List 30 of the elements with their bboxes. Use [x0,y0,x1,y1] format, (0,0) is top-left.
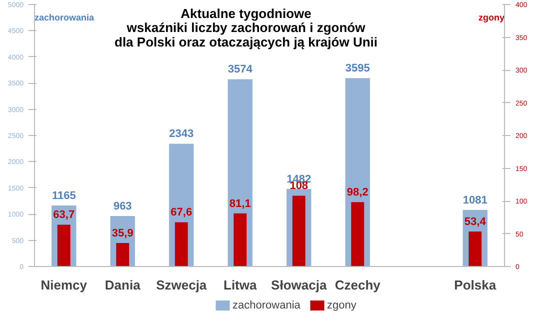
bar [174,222,188,266]
bar [116,242,130,266]
x-tick-label: Szwecja [156,278,208,292]
x-tick-label: Polska [454,278,497,292]
data-label: 3595 [345,62,370,75]
data-label: 53,4 [464,216,487,228]
x-tick-label: Niemcy [40,278,88,292]
bar [234,213,247,266]
y-axis-title: zachorowania [34,12,96,23]
data-label: 1165 [52,190,76,202]
legend-label: zachorowania [232,300,302,312]
data-label: 98,2 [346,186,368,199]
data-label: 1081 [462,194,488,206]
data-label: 3574 [228,64,254,76]
legend-label: zgony [327,300,357,312]
bar [57,224,70,266]
data-label: 2343 [169,128,194,140]
bar [468,232,482,266]
x-tick-label: Czechy [334,278,382,292]
data-label: 63,7 [53,209,75,222]
text: Aktualne tygodniowe wskaźniki liczby zachorowań i zgonów dla Polski oraz otaczających ją krajów Unii [114,6,378,50]
data-label: 67,6 [170,206,192,219]
y2-axis-title: zgony [478,12,504,23]
data-label: 963 [113,200,132,212]
x-tick-label: Słowacja [271,278,328,292]
x-tick-label: Litwa [224,278,258,292]
data-label: 35,9 [112,227,134,240]
data-label: 81,1 [229,198,251,210]
bar [351,202,364,266]
x-tick-label: Dania [104,278,142,292]
